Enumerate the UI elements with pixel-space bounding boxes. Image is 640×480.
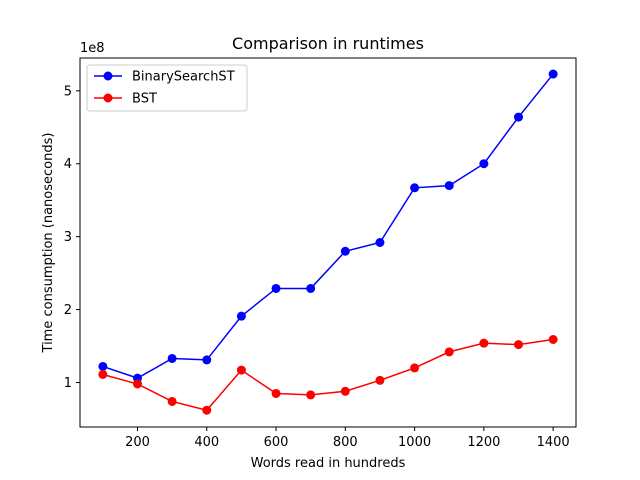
chart-title: Comparison in runtimes: [232, 34, 424, 53]
series-line-bst: [102, 338, 554, 412]
x-tick-label: 800: [333, 435, 358, 450]
data-point-bst: [271, 388, 281, 398]
y-tick-label: 3: [64, 230, 72, 245]
data-point-binarysearchst: [479, 159, 489, 169]
legend-label-binarysearchst: BinarySearchST: [132, 70, 235, 85]
axes-frame: [79, 57, 577, 428]
y-multiplier-label: 1e8: [80, 41, 105, 56]
legend-marker-bst: [103, 93, 113, 103]
data-point-binarysearchst: [236, 311, 246, 321]
y-tick-label: 5: [64, 84, 72, 99]
data-point-binarysearchst: [306, 283, 316, 293]
x-tick-label: 200: [125, 435, 150, 450]
legend: BinarySearchST BST: [86, 64, 248, 112]
x-tick-label: 400: [194, 435, 219, 450]
data-point-binarysearchst: [202, 355, 212, 365]
y-tick-label: 1: [64, 376, 72, 391]
legend-box: [86, 64, 248, 112]
data-point-bst: [548, 334, 558, 344]
data-point-binarysearchst: [548, 69, 558, 79]
data-point-bst: [514, 340, 524, 350]
x-tick-label: 1400: [537, 435, 570, 450]
data-point-binarysearchst: [444, 181, 454, 191]
legend-label-bst: BST: [132, 92, 157, 107]
data-point-bst: [375, 375, 385, 385]
data-point-bst: [202, 405, 212, 415]
legend-marker-binarysearchst: [103, 71, 113, 81]
data-point-bst: [306, 390, 316, 400]
x-axis-title: Words read in hundreds: [251, 456, 406, 471]
data-point-bst: [167, 396, 177, 406]
data-point-binarysearchst: [271, 283, 281, 293]
data-point-bst: [444, 347, 454, 357]
data-point-bst: [132, 379, 142, 389]
plot-area: 200 400 600 800 1000 1200 1400 1 2 3 4 5: [64, 69, 570, 450]
series-line-binarysearchst: [102, 73, 554, 379]
data-point-binarysearchst: [514, 112, 524, 122]
y-tick-label: 2: [64, 303, 72, 318]
data-point-bst: [479, 338, 489, 348]
data-point-binarysearchst: [167, 353, 177, 363]
x-tick-label: 1000: [398, 435, 431, 450]
data-point-bst: [410, 363, 420, 373]
data-point-binarysearchst: [340, 246, 350, 256]
data-point-binarysearchst: [410, 183, 420, 193]
data-point-binarysearchst: [98, 361, 108, 371]
data-point-bst: [236, 365, 246, 375]
data-point-bst: [98, 369, 108, 379]
y-axis-title: Time consumption (nanoseconds): [41, 133, 56, 354]
x-tick-label: 600: [264, 435, 289, 450]
y-tick-label: 4: [64, 157, 72, 172]
data-point-binarysearchst: [375, 238, 385, 247]
x-tick-label: 1200: [467, 435, 500, 450]
data-point-bst: [340, 386, 350, 396]
